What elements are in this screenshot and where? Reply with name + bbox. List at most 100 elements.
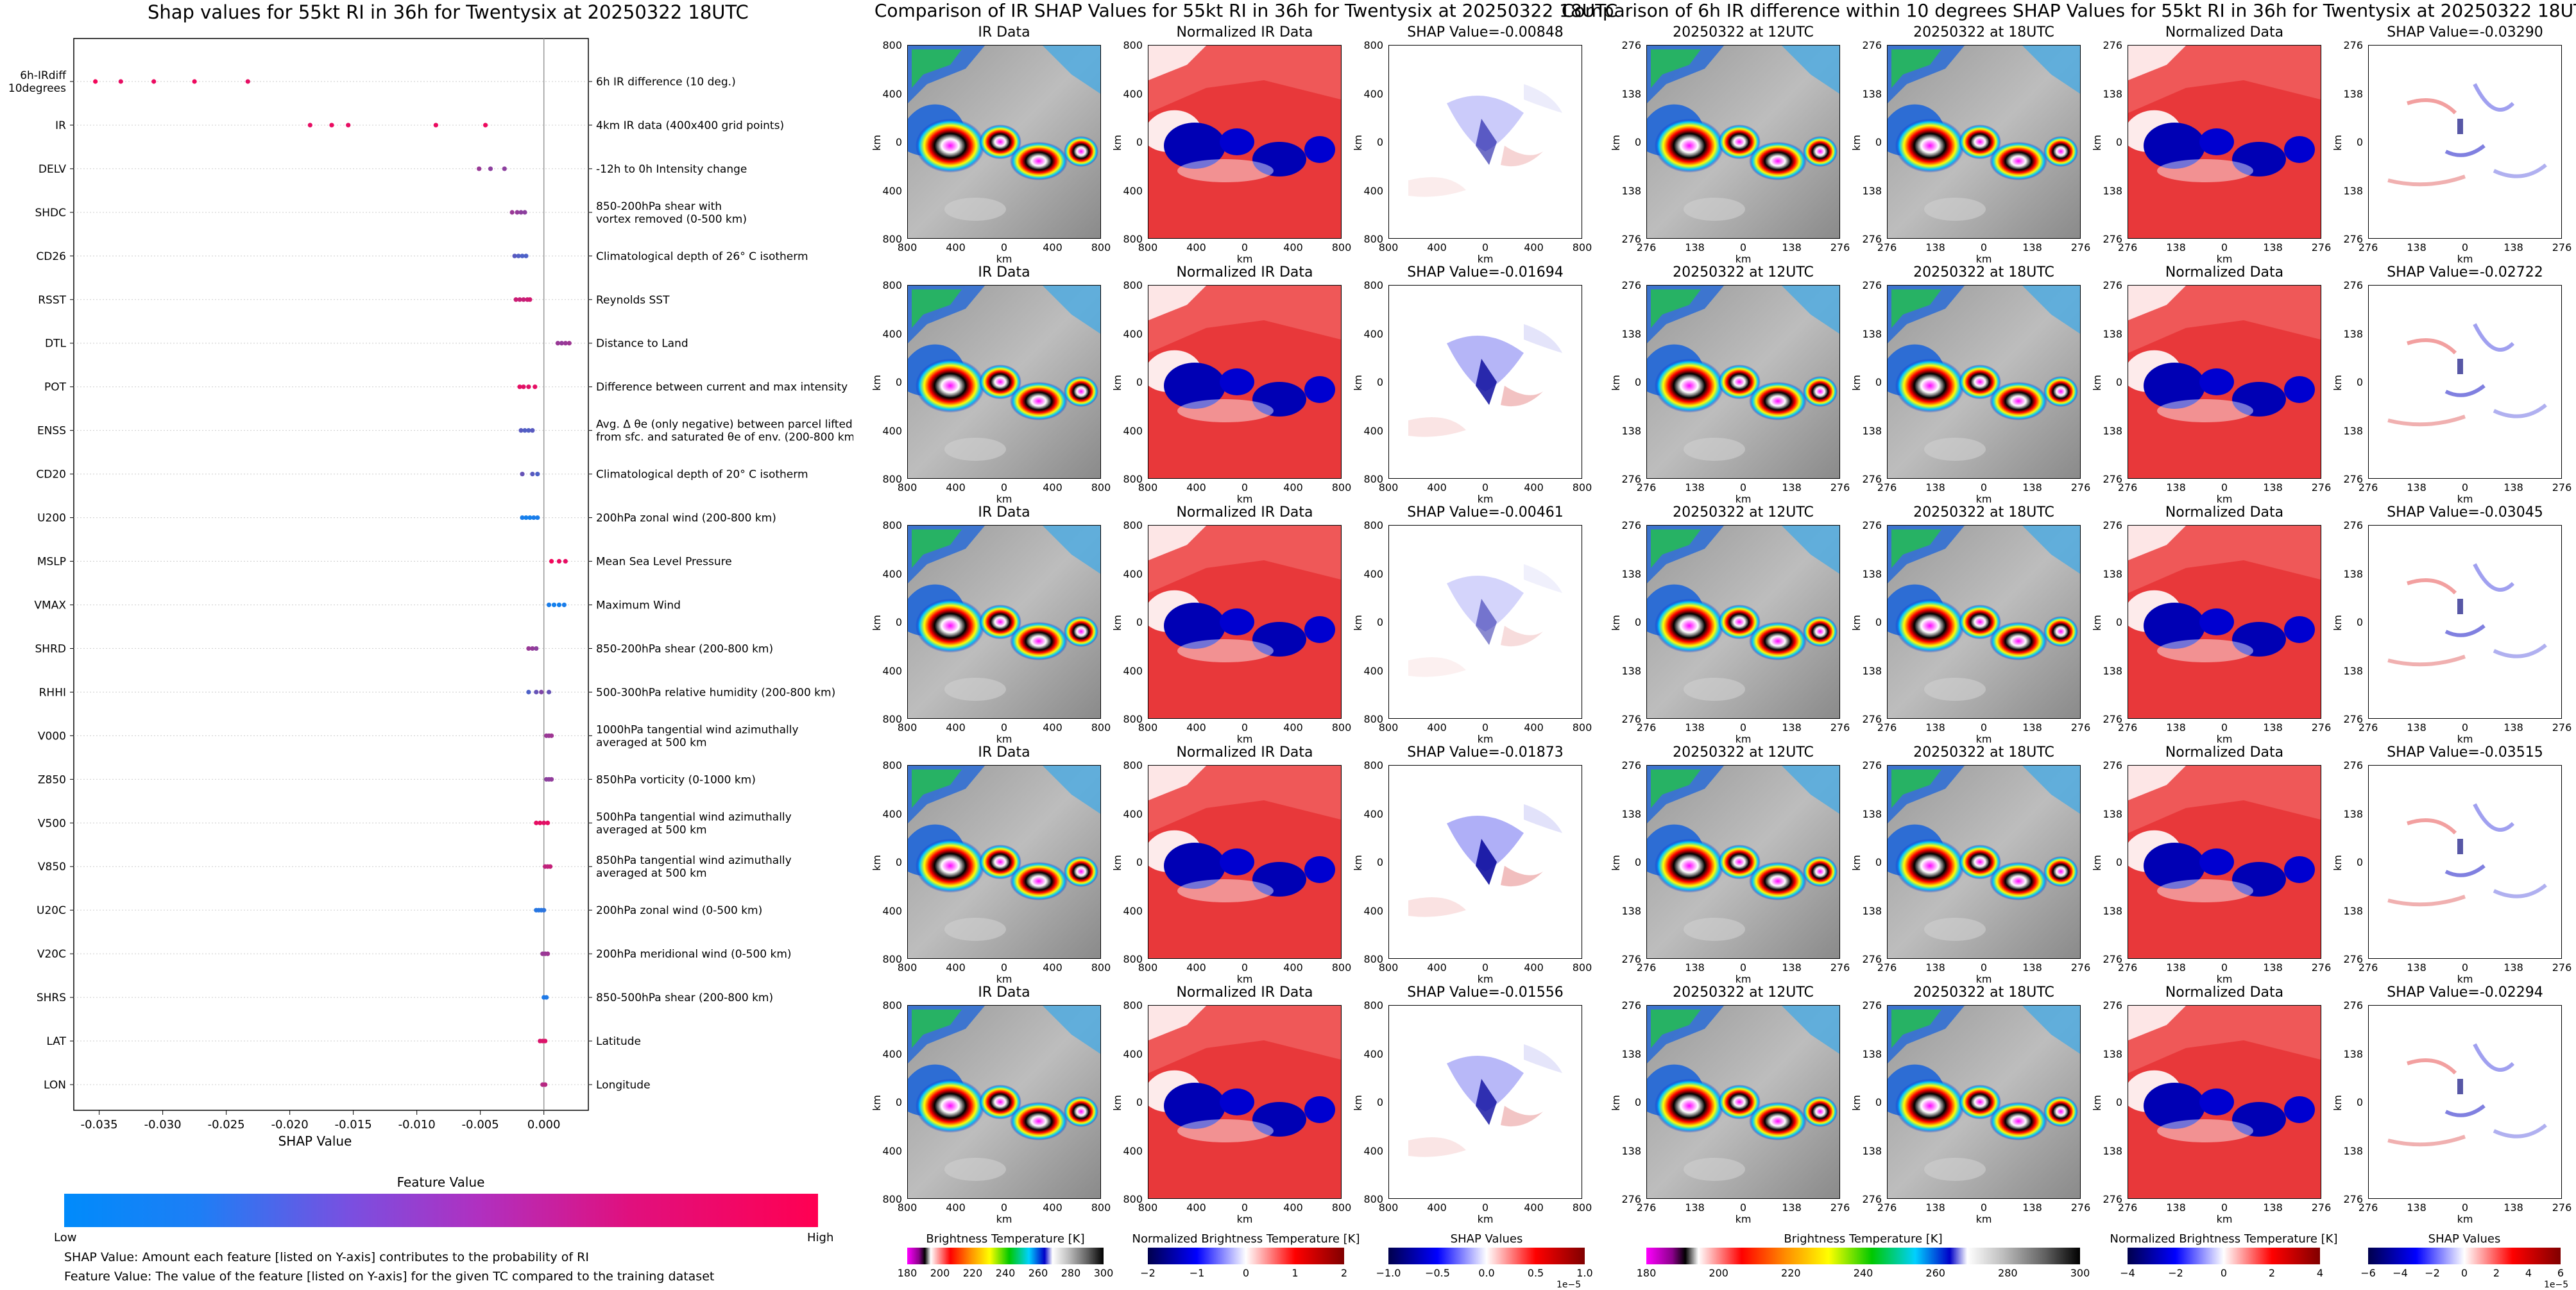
x-axis-label: km <box>1735 733 1752 745</box>
panel-title: 20250322 at 12UTC <box>1673 264 1814 280</box>
y-tick-label: 800 <box>1363 473 1383 485</box>
x-tick-label: 138 <box>1685 1201 1705 1214</box>
x-tick-label: 276 <box>2117 481 2138 494</box>
x-tick-label: 276 <box>1877 241 1897 254</box>
x-axis-label: km <box>1735 493 1752 505</box>
y-tick-label: 0 <box>1136 856 1143 868</box>
shap-point <box>556 558 562 564</box>
x-tick-label: 138 <box>2166 481 2186 494</box>
y-tick-label: 276 <box>1862 953 1882 965</box>
shap-point <box>561 602 567 608</box>
x-tick-label: 138 <box>1925 481 1945 494</box>
feature-description-label: Distance to Land <box>596 338 688 350</box>
shap-point <box>549 558 554 564</box>
panel-image <box>1148 525 1342 719</box>
panel-title: 20250322 at 18UTC <box>1913 504 2054 520</box>
shap-point <box>539 689 544 694</box>
x-axis-label: km <box>1236 733 1253 745</box>
x-tick-label: 0 <box>1739 961 1747 974</box>
x-tick-label: 0 <box>1241 481 1249 494</box>
y-tick-label: 138 <box>1862 327 1882 340</box>
y-tick-label: 0 <box>2356 616 2363 628</box>
feature-description-label: 850-200hPa shear with vortex removed (0-5… <box>596 200 747 226</box>
x-tick-label: 276 <box>1636 961 1657 974</box>
y-tick-label: 138 <box>2343 1144 2363 1157</box>
x-tick-label: 800 <box>1378 961 1399 974</box>
mid-shap-colorbar-label: SHAP Values <box>1450 1232 1523 1246</box>
y-tick-label: 800 <box>882 519 902 531</box>
feature-description-label: Difference between current and max inten… <box>596 381 848 394</box>
x-tick-label: 138 <box>1782 961 1802 974</box>
x-tick-label: 800 <box>1572 1201 1592 1214</box>
y-tick-label: 276 <box>2343 1193 2363 1205</box>
x-axis-label: km <box>1236 973 1253 985</box>
colorbar-tick-label: −0.5 <box>1425 1267 1450 1279</box>
x-tick-label: 138 <box>2407 241 2427 254</box>
y-tick-label: 400 <box>1363 664 1383 677</box>
y-tick-label: 138 <box>1621 184 1641 197</box>
y-tick-label: 400 <box>1363 424 1383 437</box>
x-tick-label: 0.000 <box>527 1118 561 1131</box>
x-tick-label: 138 <box>2503 481 2523 494</box>
y-tick-label: 800 <box>882 279 902 291</box>
x-tick-label: 138 <box>2022 241 2042 254</box>
y-tick-label: 0 <box>1875 1096 1882 1108</box>
y-tick-label: 276 <box>2103 1193 2122 1205</box>
y-tick-label: 0 <box>895 1096 902 1108</box>
y-axis-label: km <box>870 855 883 871</box>
y-tick-label: 276 <box>1862 233 1882 245</box>
y-tick-label: 276 <box>1862 519 1882 531</box>
y-tick-label: 400 <box>1363 327 1383 340</box>
x-tick-label: 138 <box>1925 1201 1945 1214</box>
y-tick-label: 276 <box>1862 39 1882 51</box>
panel-image <box>1148 765 1342 959</box>
panel-title: 20250322 at 12UTC <box>1673 24 1814 40</box>
y-tick-label: 138 <box>2343 424 2363 437</box>
right-norm-colorbar-label: Normalized Brightness Temperature [K] <box>2110 1232 2338 1246</box>
x-tick-label: 800 <box>1572 241 1592 254</box>
x-tick-label: 0 <box>1241 1201 1249 1214</box>
x-tick-label: 0 <box>2461 1201 2469 1214</box>
x-tick-label: 0 <box>1980 961 1988 974</box>
x-axis-label: km <box>2216 733 2233 745</box>
panel-image <box>1148 1005 1342 1199</box>
y-tick-label: 400 <box>1123 807 1143 820</box>
panel-image <box>1887 285 2081 479</box>
x-tick-label: 800 <box>897 241 917 254</box>
y-tick-label: 800 <box>1123 519 1143 531</box>
x-tick-label: 0 <box>1000 961 1008 974</box>
y-tick-label: 800 <box>1123 473 1143 485</box>
feature-name-label: DTL <box>45 338 66 350</box>
x-tick-label: 400 <box>946 481 966 494</box>
shap-point <box>488 166 493 171</box>
shap-point <box>545 951 550 956</box>
y-tick-label: 0 <box>1376 616 1383 628</box>
panel-title: Normalized Data <box>2165 24 2284 40</box>
panel-image <box>2368 765 2562 959</box>
mid-shap-colorbar-scale: 1e−5 <box>1557 1280 1582 1290</box>
y-tick-label: 276 <box>2343 233 2363 245</box>
x-tick-label: 400 <box>1186 721 1206 734</box>
y-tick-label: 276 <box>1621 713 1641 725</box>
y-tick-label: 400 <box>1123 424 1143 437</box>
right-norm-colorbar-ticks: −4 −2 0 2 4 <box>2120 1267 2323 1282</box>
y-tick-label: 138 <box>2343 904 2363 917</box>
shap-point <box>526 646 531 651</box>
mid-shap-colorbar <box>1388 1248 1585 1264</box>
y-tick-label: 0 <box>1634 616 1641 628</box>
feature-name-label: RSST <box>38 294 66 307</box>
x-tick-label: 276 <box>2311 1201 2332 1214</box>
y-tick-label: 0 <box>2356 1096 2363 1108</box>
colorbar-low-label: Low <box>54 1231 77 1244</box>
x-tick-label: 400 <box>1043 721 1062 734</box>
y-axis-label: km <box>870 1095 883 1111</box>
y-axis-label: km <box>1111 135 1123 151</box>
y-tick-label: 800 <box>1123 279 1143 291</box>
y-tick-label: 0 <box>1376 856 1383 868</box>
y-axis-label: km <box>1609 135 1622 151</box>
x-tick-label: 400 <box>1427 721 1447 734</box>
x-tick-label: 0 <box>1739 481 1747 494</box>
x-tick-label: 400 <box>946 241 966 254</box>
shap-point <box>483 123 488 128</box>
shap-point <box>517 297 522 302</box>
